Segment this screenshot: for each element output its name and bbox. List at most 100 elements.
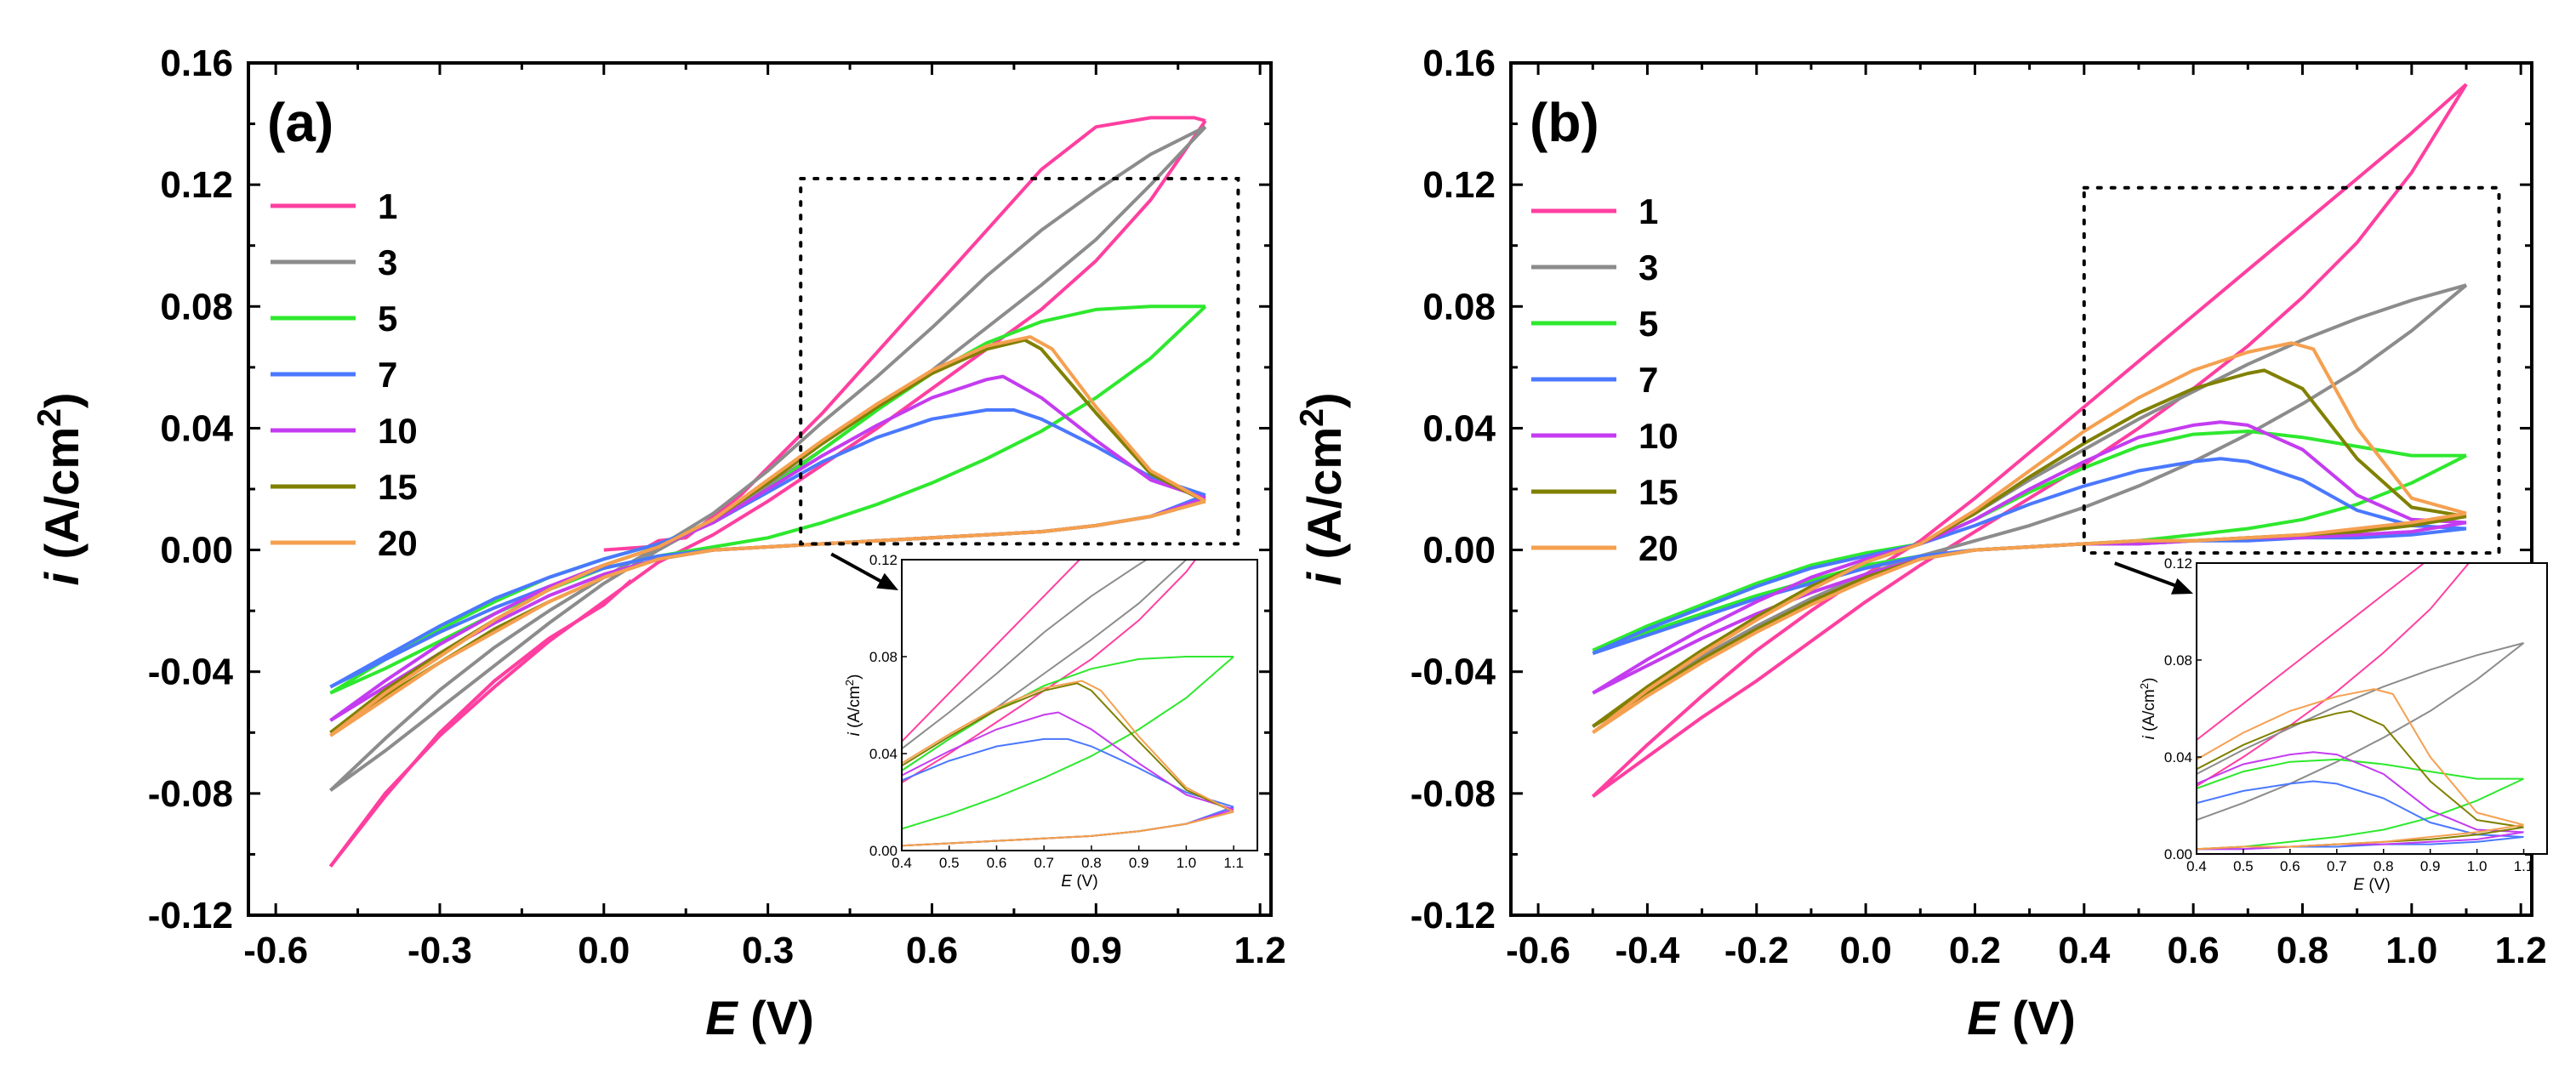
legend-label-1: 1 xyxy=(1638,191,1658,231)
zoom-arrow-head xyxy=(2171,578,2193,595)
series-20-reverse-line xyxy=(329,499,1206,737)
series-7-forward-line xyxy=(1592,457,2467,656)
y-tick-label: -0.04 xyxy=(148,652,234,693)
inset-x-tick-label: 0.9 xyxy=(1129,855,1149,871)
inset-background xyxy=(2197,563,2547,854)
legend-label-20: 20 xyxy=(1638,528,1678,568)
legend-label-15: 15 xyxy=(378,467,418,507)
inset-y-tick-label: 0.04 xyxy=(869,746,898,762)
data-series xyxy=(328,116,1207,868)
inset-x-tick-label: 1.1 xyxy=(2514,858,2534,874)
legend-label-5: 5 xyxy=(378,299,397,339)
x-tick-label: -0.6 xyxy=(1506,930,1570,971)
inset-y-axis-label: i (A/cm2) xyxy=(843,674,864,737)
inset-plot: 0.4 0.5 0.6 0.7 0.8 0.9 1.0 1.1 0.00 0.04 0.08 0.12… xyxy=(475,552,1258,1070)
inset-series-1-forward-line xyxy=(2197,563,2425,742)
series-1 xyxy=(328,116,1207,868)
inset-background xyxy=(902,560,1257,851)
zoom-box xyxy=(799,176,1240,546)
series-10-forward-line xyxy=(1592,420,2467,695)
x-tick-label: 0.8 xyxy=(2277,930,2328,971)
inset-x-tick-label: 0.5 xyxy=(2233,858,2254,874)
x-axis-label: E (V) xyxy=(1967,991,2076,1044)
inset-y-tick-label: 0.00 xyxy=(2164,846,2192,862)
series-1-reverse-line xyxy=(1592,83,2468,799)
inset-series-3-forward-line xyxy=(902,560,1148,750)
inset-series-10-forward-line xyxy=(2197,751,2524,834)
legend-label-7: 7 xyxy=(378,355,397,395)
y-tick-label: 0.08 xyxy=(1422,286,1496,327)
inset-series-20-reverse-line xyxy=(2197,823,2524,851)
y-tick-label: -0.04 xyxy=(1411,652,1496,693)
inset-x-tick-label: 0.8 xyxy=(1081,855,1102,871)
legend-label-3: 3 xyxy=(1638,248,1658,287)
zoom-box xyxy=(2082,185,2501,555)
y-tick-label: -0.12 xyxy=(1411,895,1496,936)
inset-series-3-reverse-line xyxy=(2197,642,2525,822)
legend-label-5: 5 xyxy=(1638,304,1658,344)
inset-y-tick-label: 0.08 xyxy=(869,649,898,665)
inset-series-7-forward-line xyxy=(2197,780,2524,838)
series-5-forward-line xyxy=(1592,430,2466,652)
inset-series-15-forward-line xyxy=(902,682,1234,813)
inset-series-20-forward-line xyxy=(2197,688,2524,826)
legend-label-3: 3 xyxy=(378,242,397,282)
series-20-forward-line xyxy=(1592,341,2467,734)
series-7-forward-line xyxy=(329,408,1206,689)
y-tick-label: 0.12 xyxy=(160,164,233,206)
x-tick-label: 0.4 xyxy=(2058,930,2111,971)
y-axis-label: i (A/cm2) xyxy=(1294,392,1352,585)
inset-y-tick-label: 0.08 xyxy=(2164,652,2192,669)
inset-x-tick-label: 1.0 xyxy=(1177,855,1197,871)
inset-x-tick-label: 0.7 xyxy=(2327,858,2347,874)
inset-series-7-forward-line xyxy=(902,737,1234,808)
legend-label-7: 7 xyxy=(1638,360,1658,400)
series-3-reverse-line xyxy=(1592,283,2468,728)
inset-series-15-forward-line xyxy=(2197,709,2524,828)
x-axis-label: E (V) xyxy=(705,991,814,1044)
y-tick-label: 0.16 xyxy=(1422,43,1496,84)
series-1 xyxy=(1591,83,2468,799)
y-tick-label: -0.12 xyxy=(148,895,233,936)
inset-series-3-reverse-line xyxy=(902,560,1188,772)
inset-series-5-forward-line xyxy=(2197,758,2524,790)
series-10-forward-line xyxy=(329,374,1206,722)
inset-x-tick-label: 1.0 xyxy=(2467,858,2488,874)
inset-series-20-forward-line xyxy=(902,680,1234,813)
data-series xyxy=(1591,83,2468,799)
zoom-arrow-line xyxy=(830,552,887,586)
y-tick-label: 0.04 xyxy=(160,407,233,449)
panel-b: -0.12 -0.08 -0.04 0.00 0.04 0.08 0.12 0.16 -0.6 -… xyxy=(1294,43,2548,1044)
series-20-reverse-line xyxy=(1592,511,2467,734)
inset-y-axis-label: i (A/cm2) xyxy=(2138,678,2159,740)
inset-x-tick-label: 0.7 xyxy=(1034,855,1054,871)
panel-label: (a) xyxy=(267,92,333,153)
y-tick-label: 0.00 xyxy=(1422,530,1496,572)
inset-x-tick-label: 0.6 xyxy=(2280,858,2300,874)
panel-a: -0.12 -0.08 -0.04 0.00 0.04 0.08 0.12 0.16 -0.6 -… xyxy=(31,43,1286,1070)
inset-x-tick-label: 0.6 xyxy=(987,855,1007,871)
x-tick-label: -0.6 xyxy=(243,930,308,971)
legend: 1 3 5 7 10 15 20 xyxy=(271,186,418,563)
legend-label-10: 10 xyxy=(378,411,418,451)
inset-y-tick-label: 0.12 xyxy=(869,552,898,568)
inset-x-tick-label: 0.4 xyxy=(2186,858,2207,874)
inset-series-1-reverse-line xyxy=(902,560,1197,784)
y-tick-label: 0.04 xyxy=(1422,407,1496,449)
inset-series-10-reverse-line xyxy=(2197,831,2524,851)
x-tick-label: 0.6 xyxy=(2168,930,2220,971)
inset-x-tick-label: 1.1 xyxy=(1223,855,1244,871)
inset-series xyxy=(2197,563,2525,851)
inset-series-5-forward-line xyxy=(902,656,1234,772)
x-tick-label: 0.6 xyxy=(906,930,958,971)
inset-series-5-reverse-line xyxy=(2197,777,2524,851)
series-3-reverse-line xyxy=(329,125,1207,792)
y-tick-label: -0.08 xyxy=(148,773,233,815)
series-3 xyxy=(329,125,1207,792)
zoom-arrow-head xyxy=(876,572,898,590)
inset-series-1-sweep-line xyxy=(475,875,736,1070)
inset-series-1-forward-line xyxy=(902,560,1081,743)
series-20-forward-line xyxy=(329,335,1206,737)
series-1-sweep-line xyxy=(328,578,633,868)
series-1-forward-line xyxy=(603,116,1206,552)
